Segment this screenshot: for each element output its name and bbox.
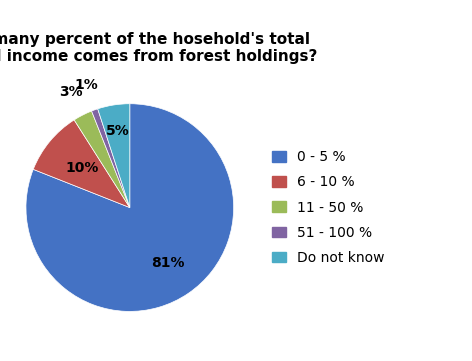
Title: How many percent of the hosehold's total
annual income comes from forest holding: How many percent of the hosehold's total…: [0, 32, 317, 64]
Text: 1%: 1%: [74, 78, 98, 92]
Legend: 0 - 5 %, 6 - 10 %, 11 - 50 %, 51 - 100 %, Do not know: 0 - 5 %, 6 - 10 %, 11 - 50 %, 51 - 100 %…: [267, 145, 390, 270]
Wedge shape: [98, 104, 130, 208]
Text: 10%: 10%: [65, 161, 99, 175]
Wedge shape: [74, 111, 130, 208]
Text: 81%: 81%: [151, 256, 185, 270]
Wedge shape: [26, 104, 234, 312]
Wedge shape: [92, 109, 130, 208]
Text: 3%: 3%: [59, 85, 83, 99]
Wedge shape: [33, 120, 130, 208]
Text: 5%: 5%: [106, 124, 129, 138]
